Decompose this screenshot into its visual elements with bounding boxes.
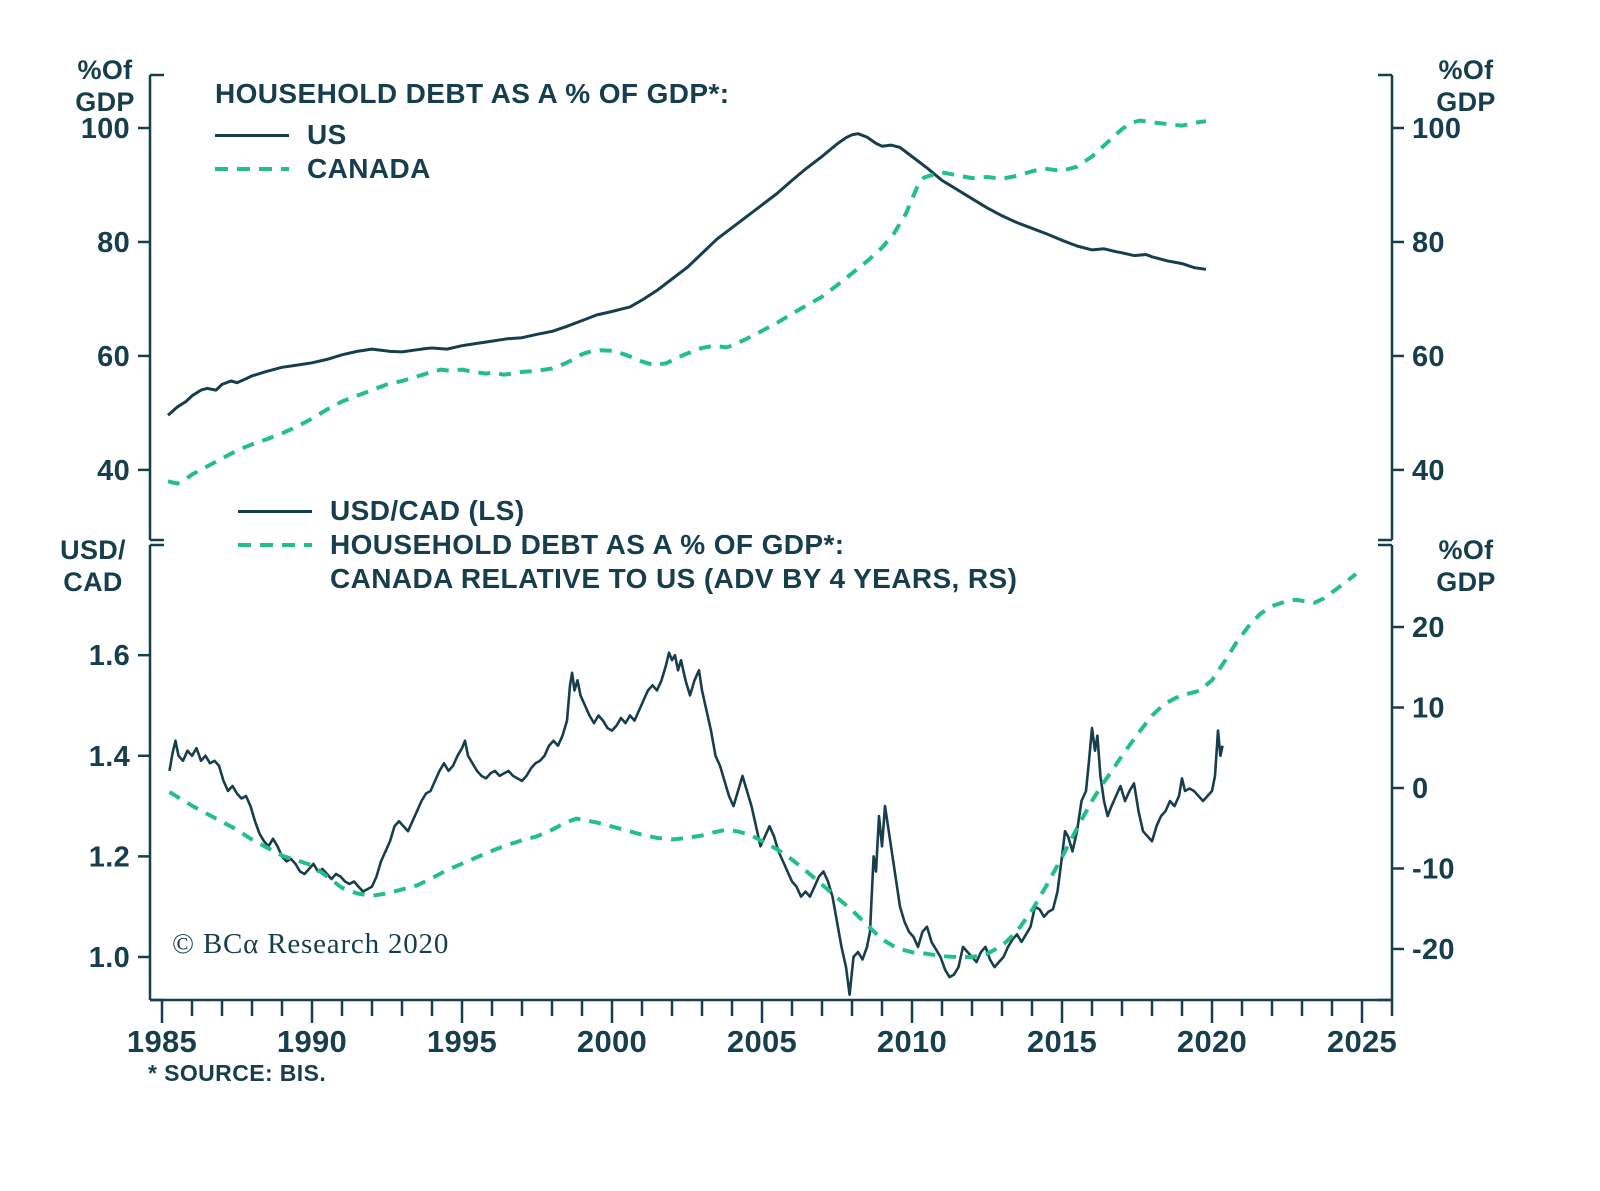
svg-text:40: 40 [1412, 455, 1445, 487]
axis-unit-line: GDP [1436, 87, 1496, 118]
axis-unit-bottom-right: %Of GDP [1424, 534, 1508, 599]
axis-unit-top-left: %Of GDP [66, 54, 144, 119]
copyright: © BCα Research 2020 [172, 928, 450, 960]
svg-text:2015: 2015 [1027, 1024, 1097, 1059]
svg-text:100: 100 [1412, 113, 1461, 145]
svg-text:2025: 2025 [1327, 1024, 1397, 1059]
axis-unit-line: USD/ [60, 535, 126, 565]
axis-unit-top-right: %Of GDP [1424, 54, 1508, 119]
svg-text:20: 20 [1412, 612, 1445, 644]
axis-unit-line: GDP [1436, 567, 1496, 598]
axis-unit-line: %Of [1438, 55, 1494, 85]
svg-text:10: 10 [1412, 693, 1445, 725]
svg-text:2010: 2010 [877, 1024, 947, 1059]
svg-text:1.0: 1.0 [89, 942, 130, 974]
svg-text:2020: 2020 [1177, 1024, 1247, 1059]
axis-unit-line: %Of [1438, 535, 1494, 565]
svg-text:60: 60 [97, 341, 130, 373]
svg-text:-20: -20 [1412, 934, 1455, 966]
axis-unit-line: %Of [77, 55, 133, 85]
svg-text:100: 100 [81, 113, 130, 145]
svg-text:1985: 1985 [127, 1024, 197, 1059]
svg-text:1995: 1995 [427, 1024, 497, 1059]
svg-text:-10: -10 [1412, 853, 1455, 885]
svg-text:80: 80 [97, 227, 130, 259]
svg-text:1990: 1990 [277, 1024, 347, 1059]
svg-text:1.2: 1.2 [89, 841, 130, 873]
axis-unit-line: CAD [63, 567, 123, 598]
svg-text:1.4: 1.4 [89, 741, 130, 773]
svg-text:80: 80 [1412, 227, 1445, 259]
svg-text:60: 60 [1412, 341, 1445, 373]
svg-text:40: 40 [97, 455, 130, 487]
svg-text:0: 0 [1412, 773, 1428, 805]
axis-unit-line: GDP [75, 87, 135, 118]
svg-text:1.6: 1.6 [89, 640, 130, 672]
svg-text:2005: 2005 [727, 1024, 797, 1059]
svg-text:2000: 2000 [577, 1024, 647, 1059]
source-footnote: * SOURCE: BIS. [148, 1060, 327, 1086]
axis-unit-bottom-left: USD/ CAD [44, 534, 142, 599]
